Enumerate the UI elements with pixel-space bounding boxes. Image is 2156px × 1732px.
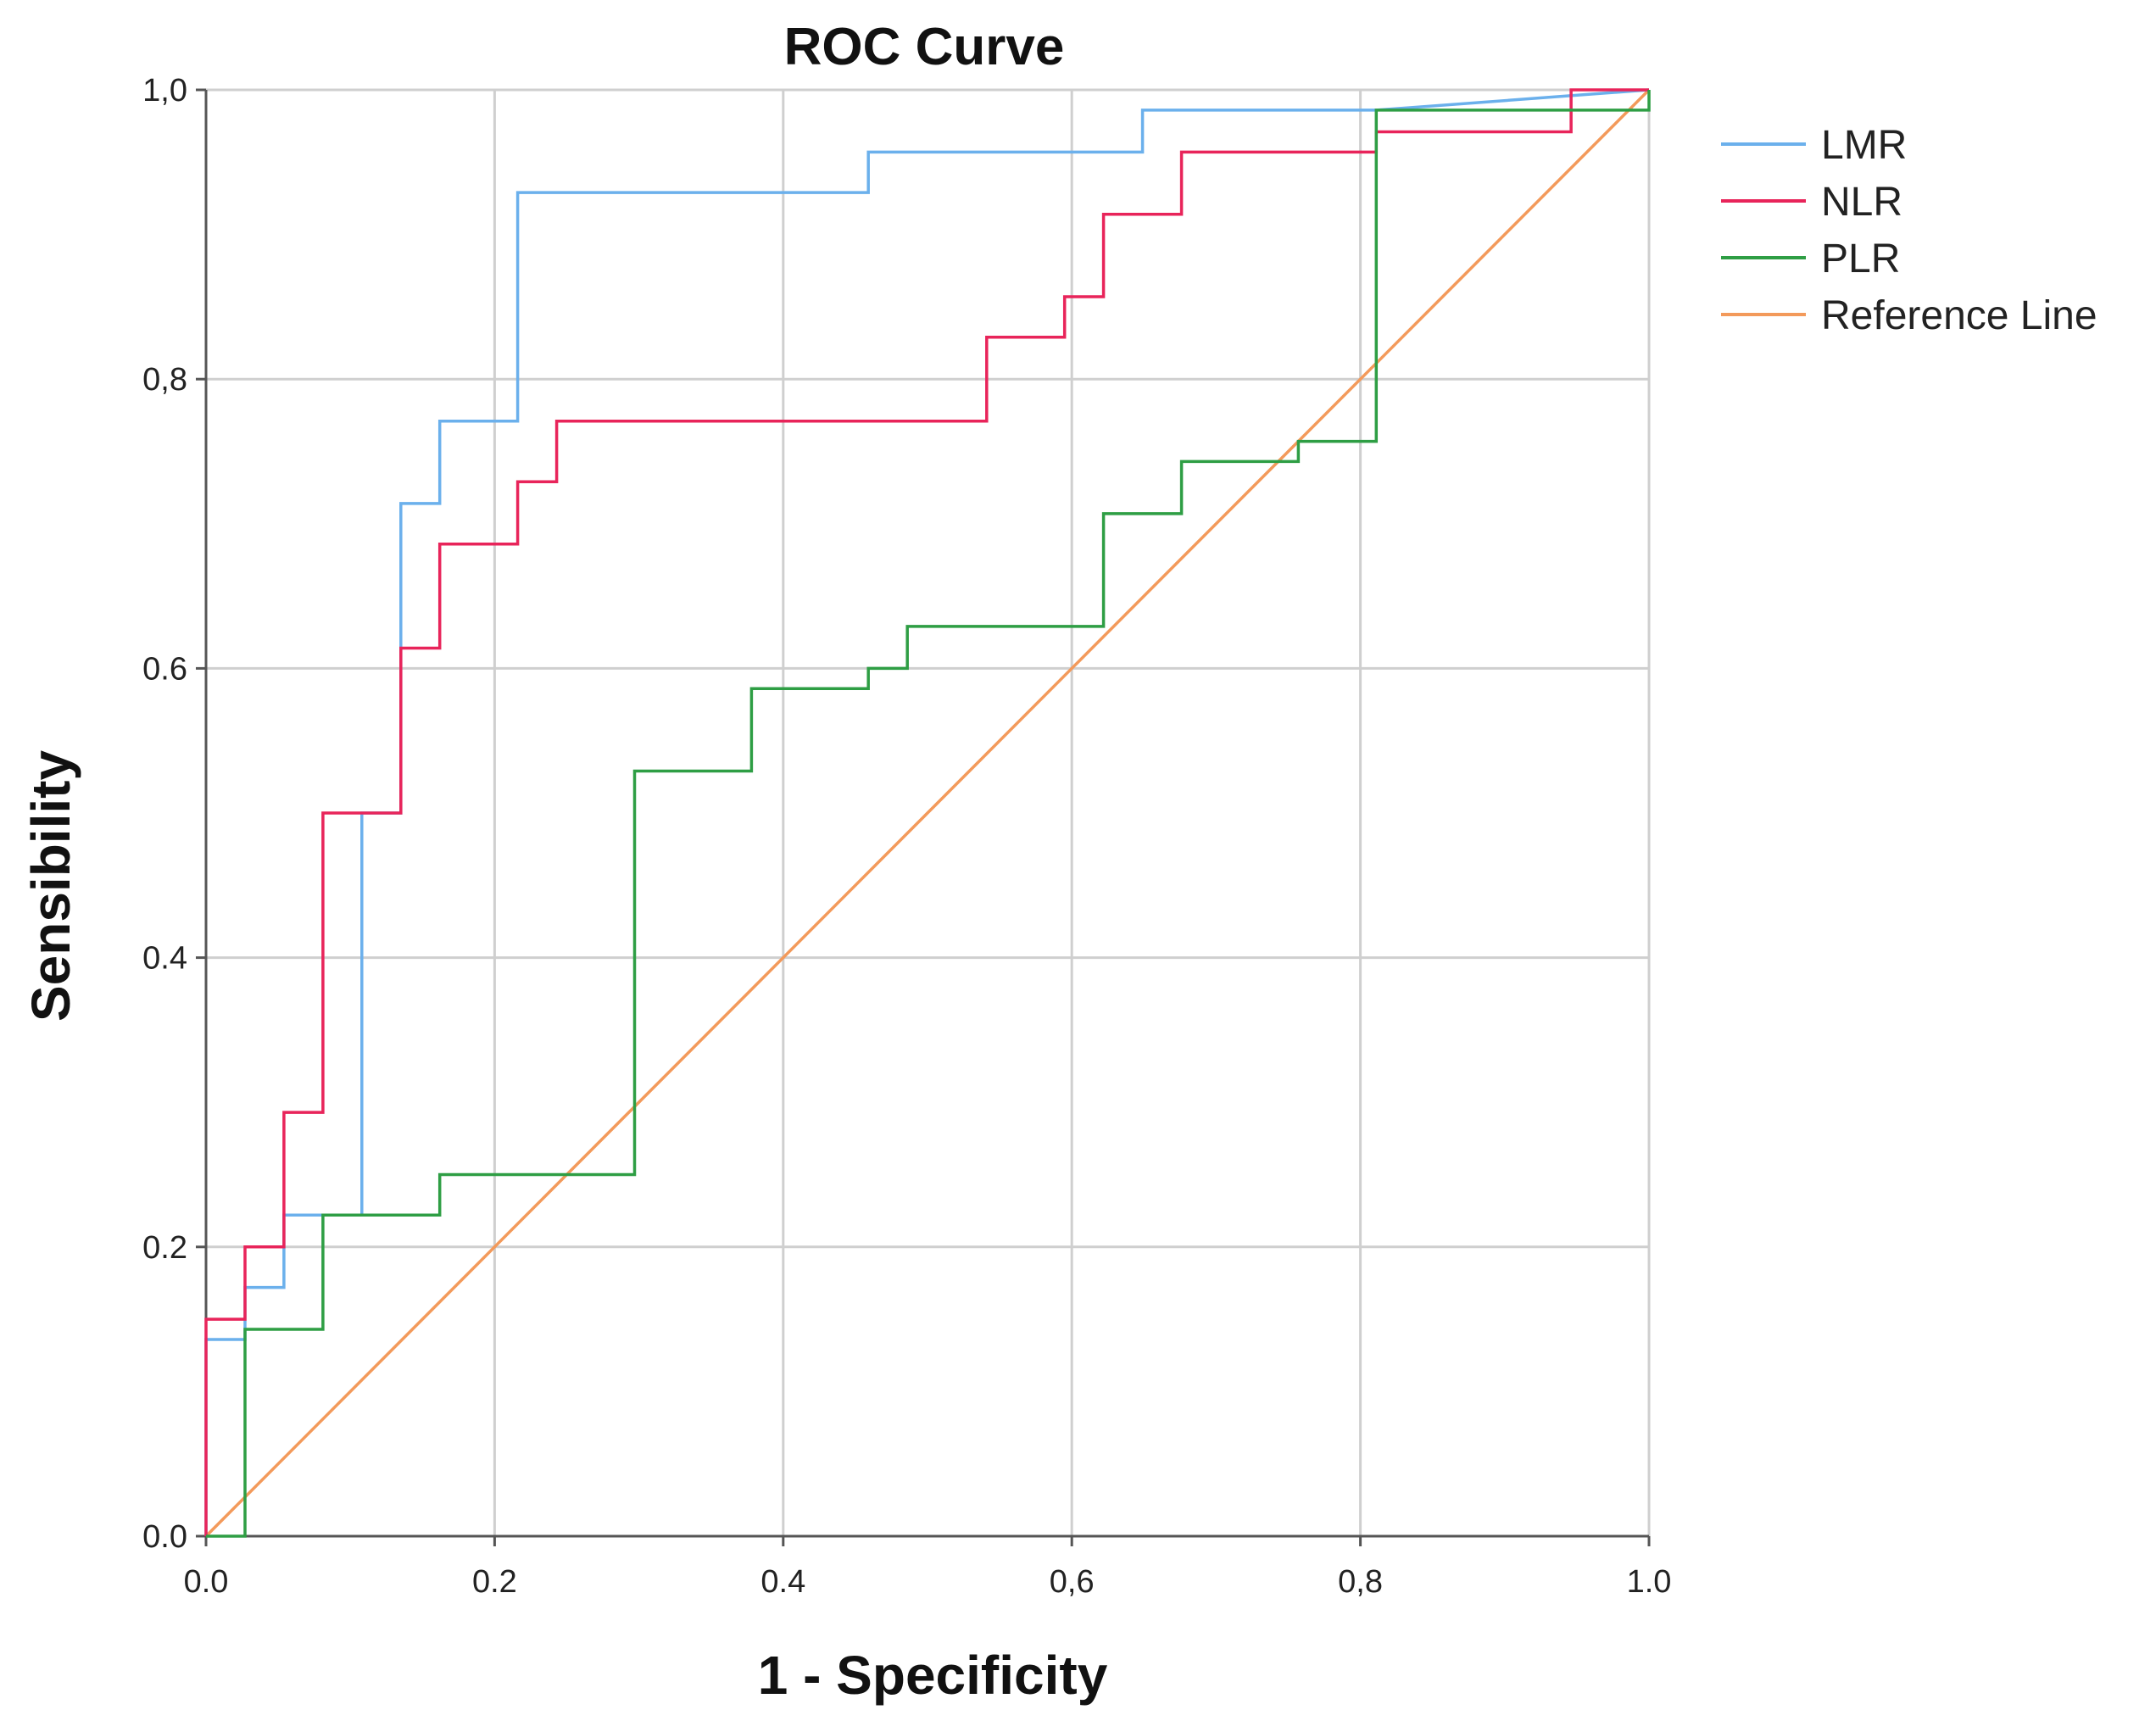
x-tick-label: 0.4 bbox=[760, 1564, 805, 1600]
y-axis-title: Sensibility bbox=[20, 750, 81, 1022]
x-tick-label: 0.2 bbox=[472, 1564, 517, 1600]
legend-label-reference-line: Reference Line bbox=[1821, 293, 2098, 338]
y-tick-label: 0.0 bbox=[142, 1519, 187, 1555]
chart-title: ROC Curve bbox=[784, 18, 1065, 76]
series-line-plr bbox=[206, 90, 1651, 1538]
y-tick-label: 1,0 bbox=[142, 73, 187, 109]
x-tick-label: 0,6 bbox=[1050, 1564, 1095, 1600]
series-line-nlr bbox=[204, 88, 1649, 1536]
x-axis-title: 1 - Specificity bbox=[758, 1645, 1108, 1706]
x-tick-label: 1.0 bbox=[1627, 1564, 1672, 1600]
series-layer bbox=[204, 88, 1651, 1538]
legend-label-plr: PLR bbox=[1821, 237, 1900, 281]
y-tick-label: 0.2 bbox=[142, 1230, 187, 1266]
y-tick-label: 0,8 bbox=[142, 362, 187, 398]
series-line-reference-line bbox=[204, 88, 1651, 1538]
grid-layer bbox=[204, 88, 1651, 1538]
x-tick-label: 0,8 bbox=[1338, 1564, 1383, 1600]
axis-layer: 0.0 0.2 0.4 0,6 0,8 1.0 0.0 0.2 0.4 0.6 0,8 1,0 bbox=[142, 73, 1671, 1600]
legend: LMR NLR PLR Reference Line bbox=[1721, 123, 2098, 338]
x-tick-label: 0.0 bbox=[184, 1564, 229, 1600]
legend-label-lmr: LMR bbox=[1821, 123, 1907, 168]
y-tick-label: 0.6 bbox=[142, 651, 187, 687]
y-tick-label: 0.4 bbox=[142, 941, 187, 977]
legend-label-nlr: NLR bbox=[1821, 180, 1903, 225]
series-line-lmr bbox=[204, 88, 1650, 1536]
